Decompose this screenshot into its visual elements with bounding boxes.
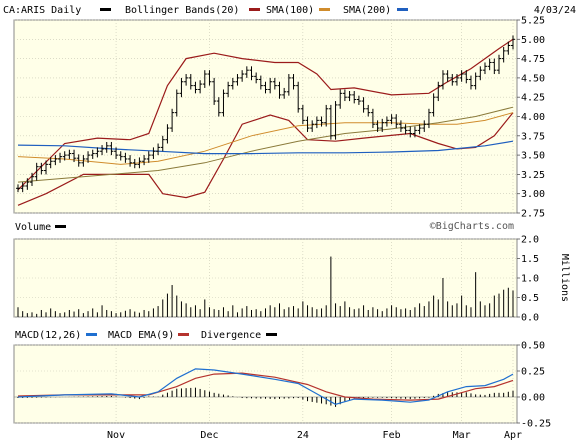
- y-tick-label: 3.00: [521, 189, 545, 200]
- blue-average-line: [17, 140, 514, 155]
- sma100-line: [17, 106, 514, 183]
- y-tick-label: 0.5: [521, 293, 539, 304]
- y-tick-label: 0.25: [521, 367, 545, 378]
- bollinger-upper-line: [17, 38, 514, 191]
- y-tick-label: 3.25: [521, 170, 545, 181]
- x-tick-label: Dec: [200, 430, 218, 441]
- y-tick-label: 2.75: [521, 209, 545, 220]
- macd-legend-swatch: [86, 333, 97, 336]
- y-tick-label: 0.50: [521, 341, 545, 352]
- y-tick-label: 1.0: [521, 274, 539, 285]
- y-tick-label: 0.0: [521, 313, 539, 324]
- y-tick-label: 5.25: [521, 16, 545, 27]
- macd-title: MACD(12,26): [15, 330, 81, 341]
- divergence-legend-swatch: [266, 333, 277, 336]
- chart-title: CA:ARIS Daily: [3, 5, 81, 16]
- macd-line: [17, 368, 514, 405]
- watermark: ©BigCharts.com: [430, 221, 514, 232]
- y-tick-label: 1.5: [521, 254, 539, 265]
- y-tick-label: 4.75: [521, 54, 545, 65]
- bollinger-lower-line: [17, 112, 514, 206]
- chart-date: 4/03/24: [534, 5, 576, 16]
- macd-ema-label: MACD EMA(9): [108, 330, 174, 341]
- bollinger-legend-swatch: [100, 8, 111, 11]
- macd-panel: [13, 344, 518, 424]
- volume-legend-swatch: [55, 225, 66, 228]
- sma100-legend-label: SMA(100): [266, 5, 314, 16]
- y-tick-label: 4.50: [521, 73, 545, 84]
- axis-layer: 5.25 5.00 4.75 4.50 4.25 4.00 3.75 3.50 3.25 3.00…: [107, 16, 551, 442]
- volume-title: Volume: [15, 222, 51, 233]
- volume-axis-label: Millions: [559, 254, 570, 302]
- y-tick-label: 0.00: [521, 393, 545, 404]
- y-tick-label: 2.0: [521, 235, 539, 246]
- x-tick-label: 24: [297, 430, 309, 441]
- y-tick-label: 3.50: [521, 151, 545, 162]
- y-tick-label: 3.75: [521, 131, 545, 142]
- divergence-label: Divergence: [201, 330, 261, 341]
- y-tick-label: 5.00: [521, 35, 545, 46]
- y-tick-label: 4.25: [521, 93, 545, 104]
- sma200-legend-swatch: [319, 8, 330, 11]
- x-tick-label: Mar: [453, 430, 471, 441]
- x-tick-label: Nov: [107, 430, 125, 441]
- series-layer: [16, 35, 515, 407]
- x-tick-label: Apr: [504, 430, 522, 441]
- x-tick-label: Feb: [383, 430, 401, 441]
- sma200-line: [17, 112, 514, 165]
- blue-line-legend-swatch: [397, 8, 408, 11]
- sma100-legend-swatch: [249, 8, 260, 11]
- sma200-legend-label: SMA(200): [343, 5, 391, 16]
- y-tick-label: -0.25: [521, 419, 551, 430]
- bollinger-legend-label: Bollinger Bands(20): [125, 5, 239, 16]
- y-tick-label: 4.00: [521, 112, 545, 123]
- macd-ema-legend-swatch: [178, 333, 189, 336]
